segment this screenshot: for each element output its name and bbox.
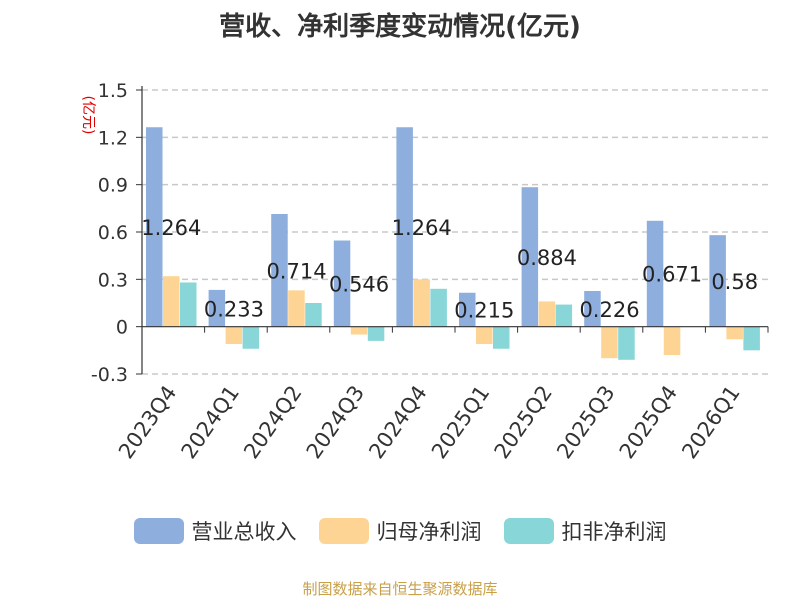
x-tick-label: 2025Q1	[427, 381, 494, 463]
bar-deducted-profit	[367, 326, 385, 341]
legend: 营业总收入 归母净利润 扣非净利润	[0, 516, 800, 546]
bar-deducted-profit	[242, 326, 260, 349]
x-tick-label: 2026Q1	[677, 381, 744, 463]
bar-deducted-profit	[555, 304, 573, 327]
legend-swatch-deducted-profit	[503, 518, 554, 544]
data-source-note: 制图数据来自恒生聚源数据库	[302, 580, 498, 598]
legend-label-revenue: 营业总收入	[191, 520, 297, 544]
bar-revenue	[271, 214, 288, 327]
bar-deducted-profit	[430, 288, 447, 327]
bar-net-profit	[476, 326, 493, 345]
x-tick-label: 2024Q4	[364, 381, 431, 463]
bar-revenue	[584, 291, 601, 327]
data-label-revenue: 0.671	[642, 263, 702, 287]
data-label-revenue: 0.546	[329, 273, 389, 297]
data-label-revenue: 0.226	[579, 298, 639, 322]
data-label-revenue: 1.264	[141, 216, 201, 240]
bar-deducted-profit	[618, 326, 635, 360]
bar-deducted-profit	[180, 282, 197, 327]
legend-item-deducted-profit[interactable]: 扣非净利润	[503, 516, 667, 546]
bar-net-profit	[350, 326, 368, 335]
bar-net-profit	[288, 290, 305, 327]
bar-revenue	[521, 187, 539, 327]
bar-net-profit	[413, 279, 430, 327]
bar-deducted-profit	[743, 326, 760, 351]
x-tick-label: 2024Q2	[239, 381, 306, 463]
data-label-revenue: 0.58	[711, 270, 758, 294]
x-tick-label: 2025Q4	[615, 381, 682, 463]
legend-swatch-revenue	[133, 518, 184, 544]
y-tick-label: 0	[116, 317, 128, 339]
x-tick-label: 2024Q3	[302, 381, 369, 463]
data-label-revenue: 0.714	[266, 259, 326, 283]
bar-revenue	[646, 220, 664, 327]
bar-revenue	[146, 127, 163, 327]
x-tick-label: 2024Q1	[177, 381, 244, 463]
data-label-revenue: 0.215	[454, 299, 514, 323]
bar-net-profit	[163, 276, 180, 327]
y-tick-label: -0.3	[91, 364, 128, 386]
chart-title: 营收、净利季度变动情况(亿元)	[219, 12, 581, 42]
legend-item-net-profit[interactable]: 归母净利润	[318, 516, 482, 546]
bar-deducted-profit	[305, 303, 322, 327]
y-tick-label: 1.2	[98, 127, 128, 149]
data-label-revenue: 0.884	[517, 246, 577, 270]
legend-item-revenue[interactable]: 营业总收入	[133, 516, 297, 546]
bar-net-profit	[225, 326, 243, 345]
y-tick-label: 0.9	[98, 175, 128, 197]
bar-net-profit	[601, 326, 618, 359]
bar-revenue	[208, 289, 226, 327]
y-axis-label: (亿元)	[80, 96, 96, 135]
data-label-revenue: 0.233	[204, 297, 264, 321]
x-tick-label: 2025Q3	[552, 381, 619, 463]
y-tick-label: 0.6	[98, 222, 128, 244]
legend-label-deducted-profit: 扣非净利润	[561, 520, 667, 544]
bar-revenue	[709, 235, 726, 327]
x-tick-label: 2023Q4	[114, 381, 181, 463]
bar-net-profit	[663, 326, 681, 356]
bar-revenue	[459, 292, 476, 327]
bar-net-profit	[538, 301, 556, 327]
y-tick-label: 1.5	[98, 80, 128, 102]
bar-net-profit	[726, 326, 743, 340]
data-label-revenue: 1.264	[392, 216, 452, 240]
bar-revenue	[396, 127, 413, 327]
bar-revenue	[333, 240, 351, 327]
x-tick-label: 2025Q2	[490, 381, 557, 463]
bar-deducted-profit	[493, 326, 510, 349]
y-tick-label: 0.3	[98, 269, 128, 291]
legend-swatch-net-profit	[318, 518, 369, 544]
legend-label-net-profit: 归母净利润	[376, 520, 482, 544]
